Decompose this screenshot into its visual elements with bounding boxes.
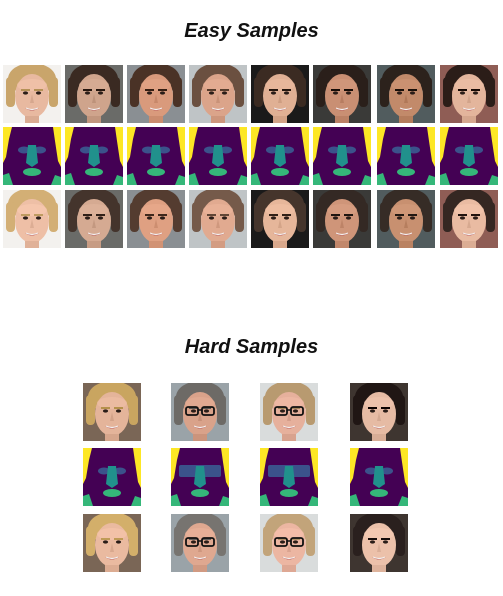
easy-segmentation-mask-4 (189, 127, 247, 185)
easy-swapped-face-3 (127, 190, 185, 248)
easy-segmentation-mask-8 (440, 127, 498, 185)
easy-segmentation-mask-5 (251, 127, 309, 185)
hard-swapped-face-4 (350, 514, 408, 572)
easy-original-face-7 (377, 65, 435, 123)
easy-original-face-5 (251, 65, 309, 123)
easy-swapped-face-6 (313, 190, 371, 248)
easy-segmentation-mask-6 (313, 127, 371, 185)
easy-segmentation-mask-3 (127, 127, 185, 185)
easy-original-face-3 (127, 65, 185, 123)
easy-segmentation-mask-1 (3, 127, 61, 185)
hard-samples-title: Hard Samples (184, 336, 319, 358)
hard-original-face-4 (350, 383, 408, 441)
easy-original-face-4 (189, 65, 247, 123)
easy-swapped-face-4 (189, 190, 247, 248)
hard-original-face-1 (83, 383, 141, 441)
hard-swapped-face-3 (260, 514, 318, 572)
hard-original-face-3 (260, 383, 318, 441)
easy-segmentation-mask-7 (377, 127, 435, 185)
easy-swapped-face-2 (65, 190, 123, 248)
easy-original-face-8 (440, 65, 498, 123)
easy-original-face-6 (313, 65, 371, 123)
easy-segmentation-mask-2 (65, 127, 123, 185)
easy-swapped-face-7 (377, 190, 435, 248)
hard-segmentation-mask-2 (171, 448, 229, 506)
easy-swapped-face-5 (251, 190, 309, 248)
hard-segmentation-mask-1 (83, 448, 141, 506)
hard-original-face-2 (171, 383, 229, 441)
easy-original-face-2 (65, 65, 123, 123)
hard-swapped-face-1 (83, 514, 141, 572)
hard-swapped-face-2 (171, 514, 229, 572)
easy-original-face-1 (3, 65, 61, 123)
easy-swapped-face-8 (440, 190, 498, 248)
easy-samples-title: Easy Samples (184, 20, 319, 42)
hard-segmentation-mask-3 (260, 448, 318, 506)
easy-swapped-face-1 (3, 190, 61, 248)
hard-segmentation-mask-4 (350, 448, 408, 506)
